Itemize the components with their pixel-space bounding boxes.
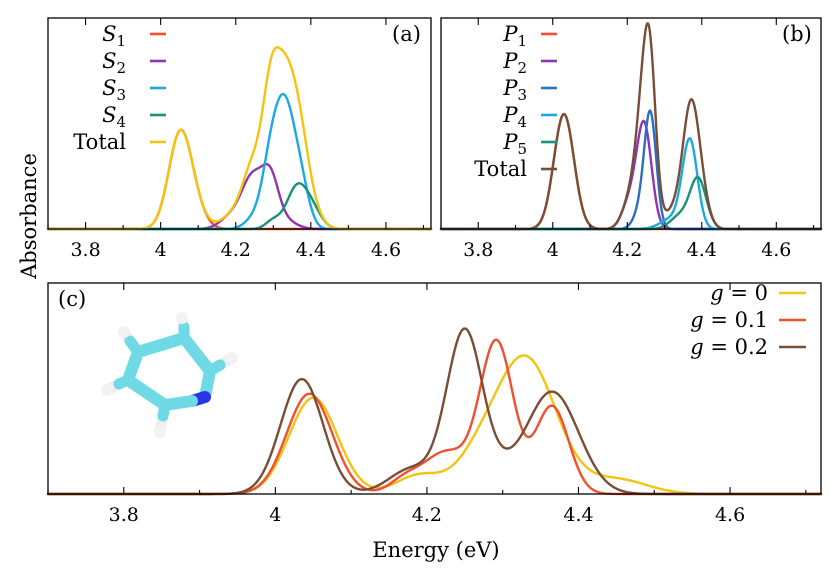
panel-c-legend: g = 0 g = 0.1 g = 0.2 (690, 281, 806, 359)
legend-label-p2: P2 (502, 49, 527, 77)
x-tick-label: 4 (547, 239, 559, 261)
series-line-total (439, 22, 823, 231)
y-axis-title: Absorbance (17, 153, 41, 280)
panel-c-chart: 3.8 4 4.2 4.4 4.6 (c) g = 0 g = 0.1 g = 0.2 (46, 281, 823, 526)
pyridine-molecule-icon (101, 312, 238, 438)
x-tick-label: 4.6 (715, 504, 745, 526)
legend-label-g02: g = 0.2 (690, 335, 768, 359)
x-tick-label: 4 (155, 239, 167, 261)
x-tick-label: 4.6 (371, 239, 401, 261)
panel-a-frame (47, 17, 432, 230)
legend-label-s1: S1 (102, 22, 126, 50)
legend-label-p4: P4 (502, 103, 527, 131)
legend-label-s4: S4 (102, 103, 126, 131)
legend-label-s2: S2 (102, 49, 126, 77)
x-axis-title: Energy (eV) (372, 538, 499, 562)
x-tick-label: 4.2 (412, 504, 442, 526)
x-tick-label: 4.4 (563, 504, 593, 526)
x-tick-label: 3.8 (70, 239, 100, 261)
panel-a-tag: (a) (392, 22, 421, 46)
panel-b-frame (440, 17, 822, 230)
panel-c-frame (47, 282, 822, 495)
legend-label-p3: P3 (502, 76, 527, 104)
panel-c-tag: (c) (58, 287, 86, 311)
legend-label-s3: S3 (102, 76, 126, 104)
legend-label-total: Total (73, 130, 126, 154)
x-tick-label: 4.4 (687, 239, 717, 261)
x-tick-label: 4.4 (296, 239, 326, 261)
legend-label-g01: g = 0.1 (690, 308, 768, 332)
legend-label-p5: P5 (502, 130, 527, 158)
legend-label-p1: P1 (502, 22, 527, 50)
x-tick-label: 4.6 (761, 239, 791, 261)
panel-b-tag: (b) (782, 22, 812, 46)
x-tick-label: 4.2 (221, 239, 251, 261)
x-tick-label: 3.8 (109, 504, 139, 526)
series-line-s2 (46, 162, 433, 231)
x-tick-label: 3.8 (463, 239, 493, 261)
x-tick-label: 4 (269, 504, 281, 526)
legend-label-total: Total (474, 157, 527, 181)
legend-label-g0: g = 0 (710, 281, 768, 305)
x-tick-label: 4.2 (612, 239, 642, 261)
